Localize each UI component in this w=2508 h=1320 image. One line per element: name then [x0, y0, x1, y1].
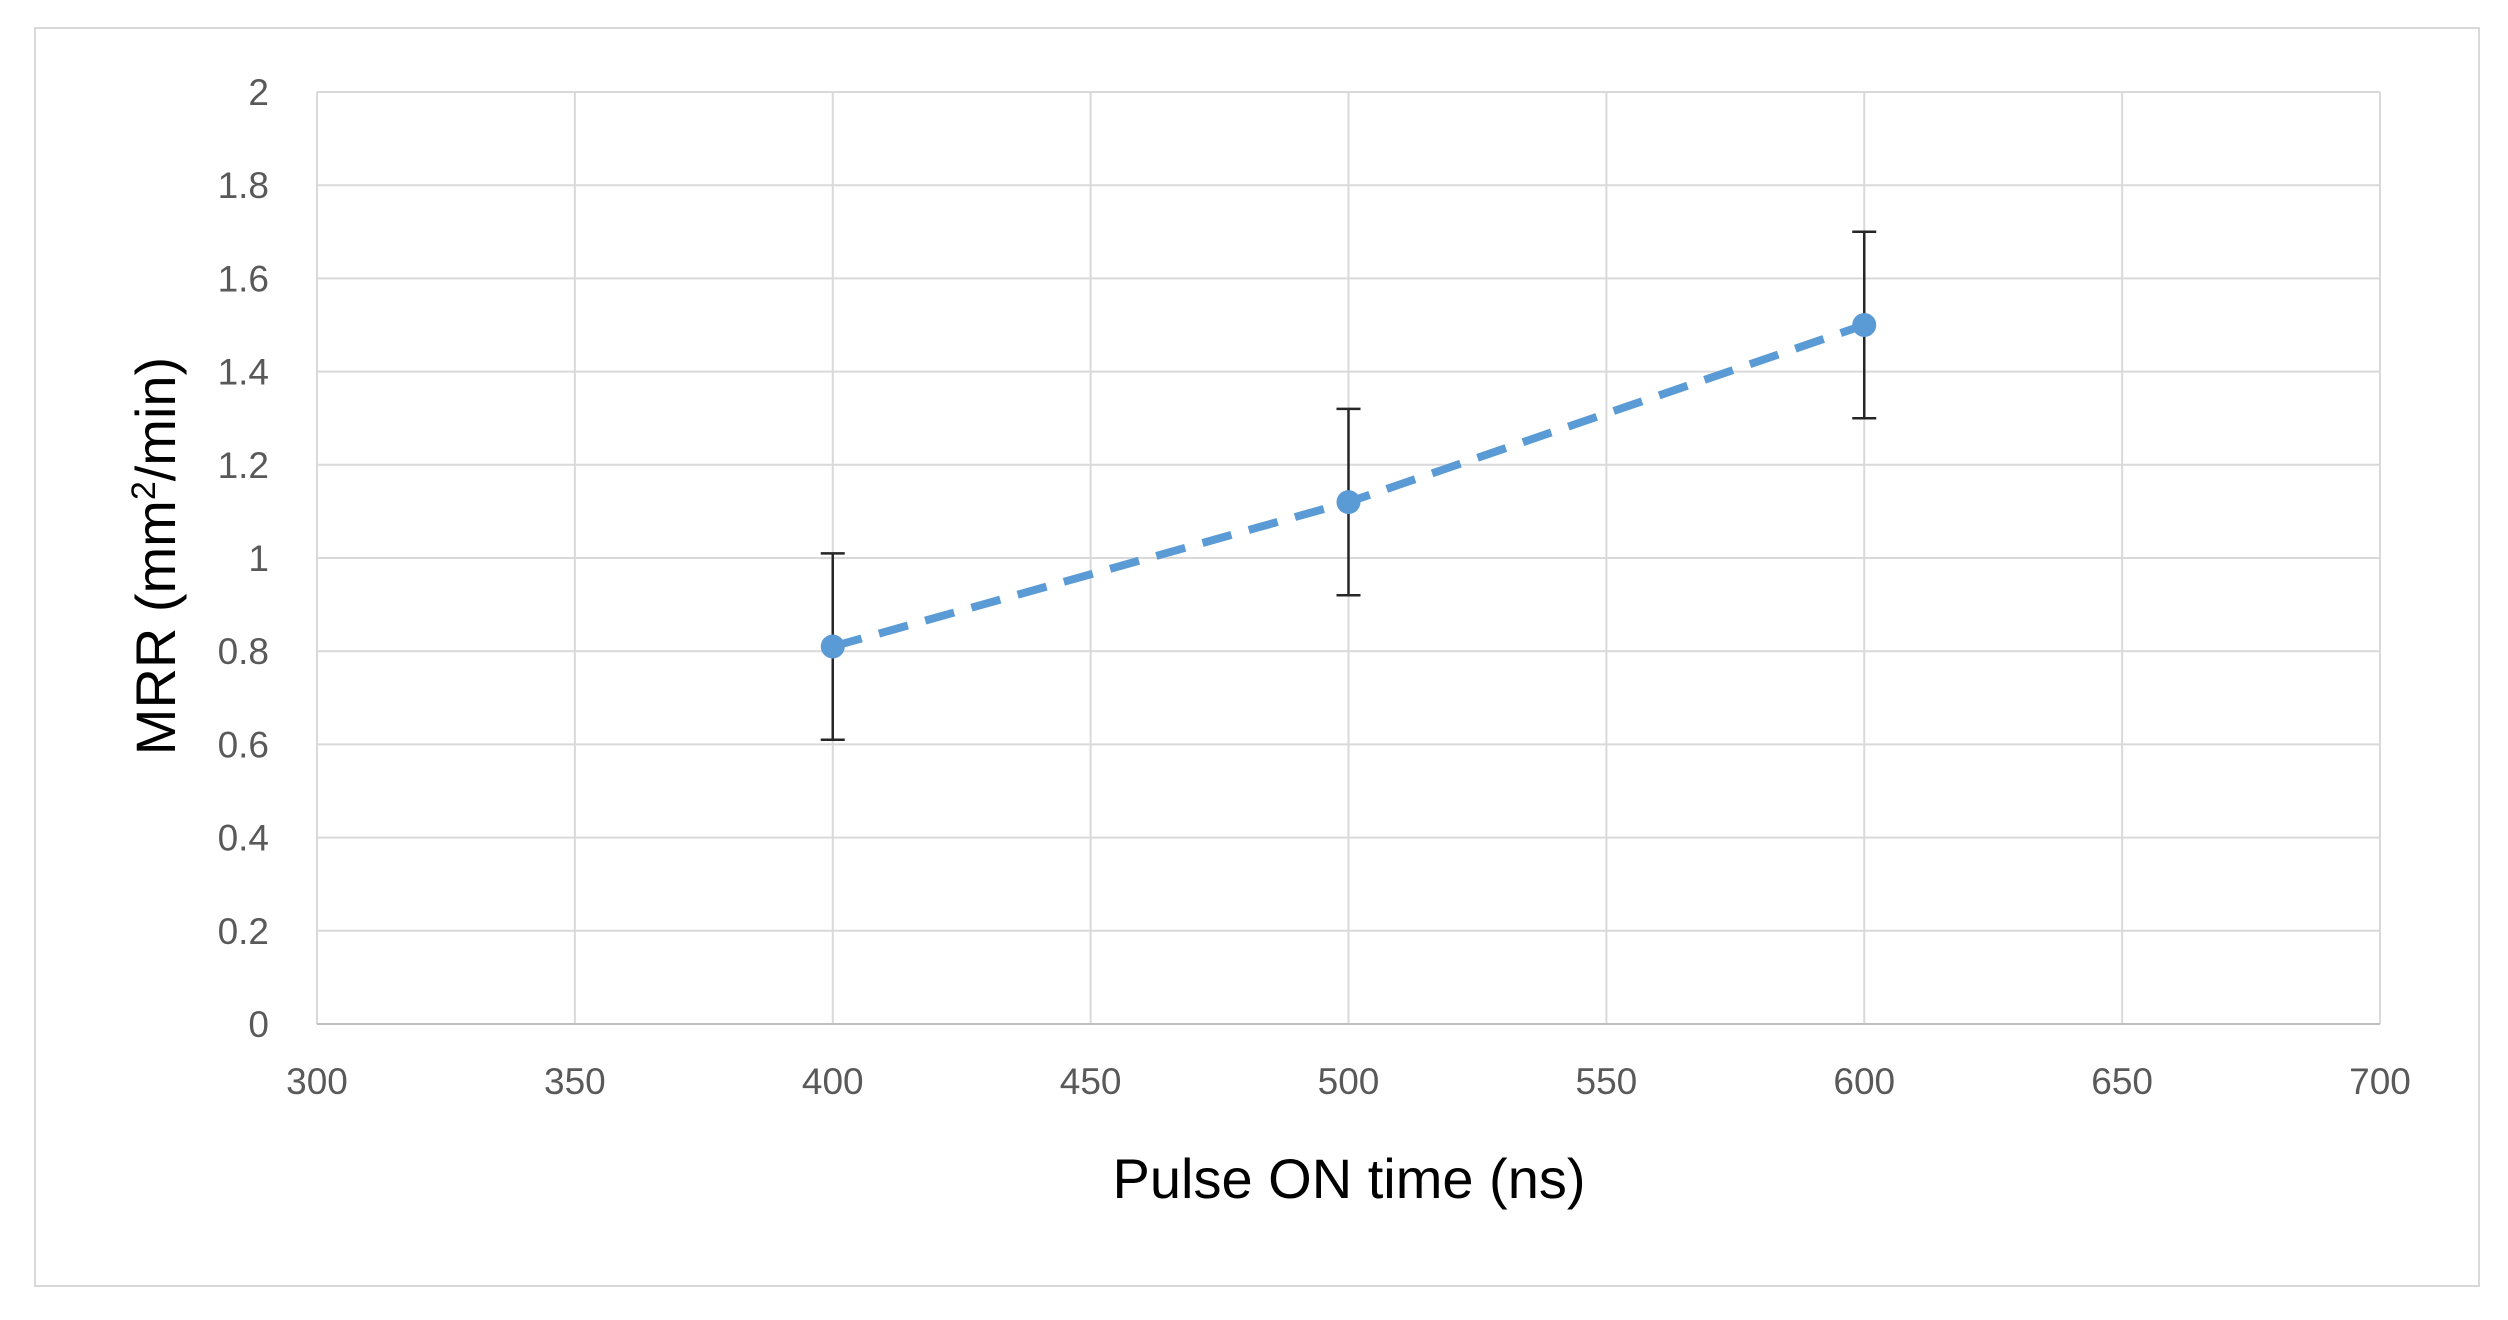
data-point	[1336, 490, 1361, 515]
y-tick-label: 0.2	[218, 911, 269, 952]
data-point	[820, 634, 845, 659]
y-tick-labels: 0 0.2 0.4 0.6 0.8 1 1.2 1.4 1.6 1.8 2	[218, 72, 269, 1045]
y-tick-label: 1	[248, 538, 269, 579]
y-tick-label: 1.8	[218, 165, 269, 206]
x-tick-label: 700	[2349, 1061, 2411, 1102]
y-tick-label: 1.4	[218, 352, 269, 393]
x-tick-labels: 300 350 400 450 500 550 600 650 700	[286, 1061, 2411, 1102]
y-tick-label: 2	[248, 72, 269, 113]
y-tick-label: 1.6	[218, 258, 269, 299]
y-tick-label: 0	[248, 1004, 269, 1045]
horizontal-gridlines	[317, 91, 2380, 932]
chart-frame	[34, 27, 2480, 1287]
x-tick-label: 450	[1060, 1061, 1122, 1102]
y-tick-label: 0.8	[218, 631, 269, 672]
x-tick-label: 600	[1833, 1061, 1895, 1102]
x-axis-title: Pulse ON time (ns)	[1113, 1147, 1586, 1210]
x-tick-label: 350	[544, 1061, 606, 1102]
y-axis-title-superscript: 2	[125, 481, 163, 500]
x-tick-label: 500	[1318, 1061, 1380, 1102]
y-axis-title-tail: /min)	[124, 357, 187, 481]
y-tick-label: 0.6	[218, 724, 269, 765]
y-tick-label: 1.2	[218, 445, 269, 486]
data-point	[1852, 313, 1877, 337]
plot-area	[820, 230, 1877, 741]
x-tick-label: 300	[286, 1061, 348, 1102]
y-axis-title: MRR (mm2/min)	[124, 357, 187, 755]
y-axis-title-main: MRR (mm	[124, 500, 187, 755]
y-tick-label: 0.4	[218, 818, 269, 859]
x-tick-label: 650	[2091, 1061, 2153, 1102]
x-tick-label: 550	[1576, 1061, 1638, 1102]
x-tick-label: 400	[802, 1061, 864, 1102]
